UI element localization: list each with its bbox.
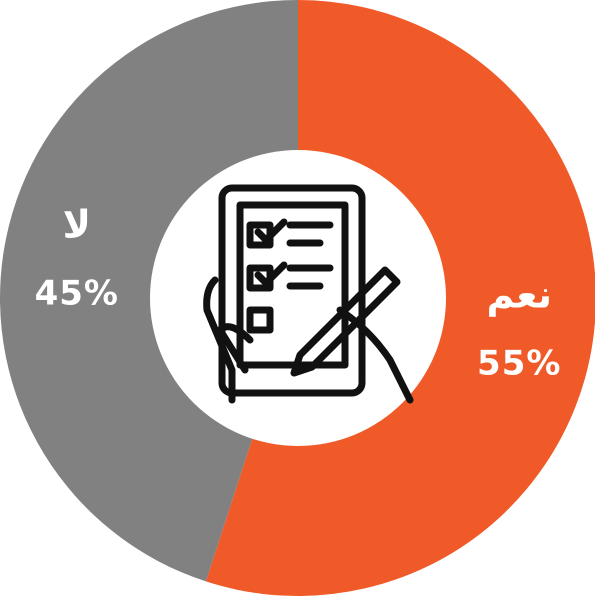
slice-name: نعم: [486, 273, 552, 318]
slice-value-label: 45%: [35, 273, 119, 313]
donut-hole: [150, 150, 446, 446]
slice-name: لا: [63, 202, 91, 246]
checklist-icon: [203, 184, 414, 404]
slice: [0, 0, 298, 582]
slice-value-label: 55%: [477, 344, 561, 384]
